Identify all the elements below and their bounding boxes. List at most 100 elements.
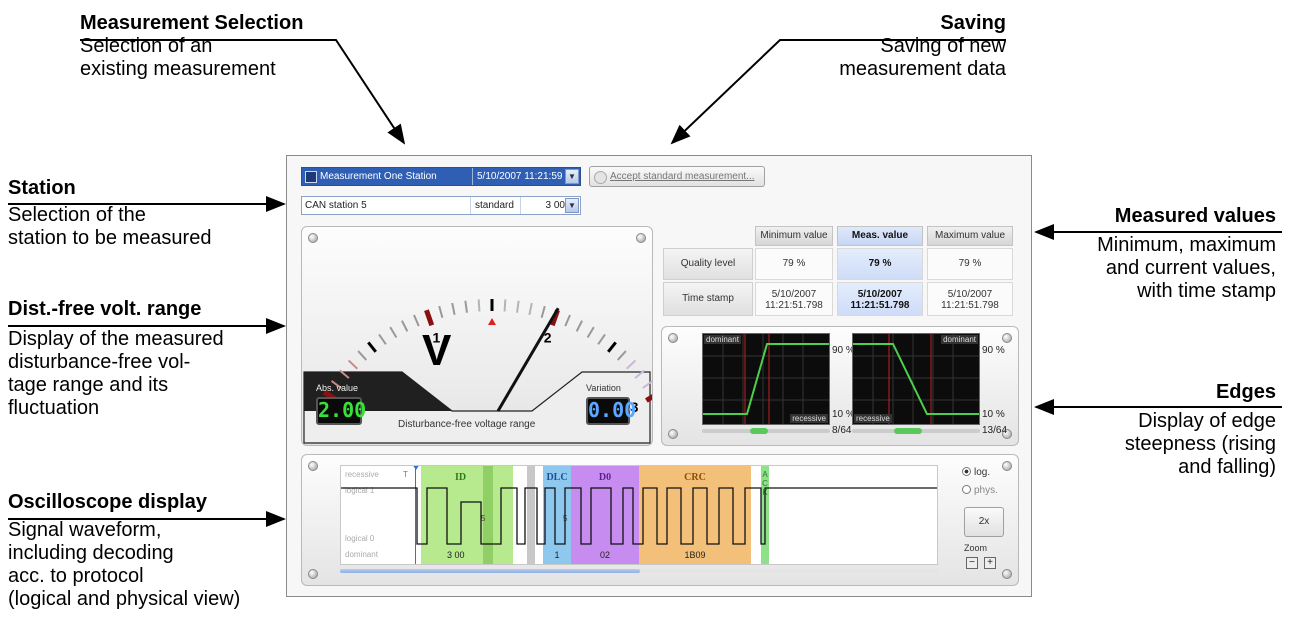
timestamp-max: 5/10/2007 11:21:51.798 — [927, 282, 1013, 316]
radio-phys[interactable]: phys. — [962, 485, 998, 496]
measurement-select[interactable]: Measurement One Station 5/10/2007 11:21:… — [301, 167, 581, 186]
row-label-quality: Quality level — [663, 248, 753, 280]
variation-display: 0.00 — [586, 397, 630, 425]
meter-tick — [426, 310, 431, 325]
callout-title: Station — [8, 176, 211, 200]
abs-value-label: Abs. value — [316, 383, 358, 393]
meter-caption: Disturbance-free voltage range — [398, 419, 535, 430]
callout-desc: Display of edge steepness (rising and fa… — [1125, 410, 1276, 479]
callout-title: Measured values — [1097, 204, 1276, 228]
meter-tick — [517, 301, 519, 313]
header-min: Minimum value — [755, 226, 833, 246]
callout-measurement-selection: Measurement Selection Selection of an ex… — [80, 11, 303, 81]
meter-tick — [565, 315, 570, 326]
measurement-date: 5/10/2007 11:21:59 — [472, 168, 562, 185]
measured-values-table: Minimum value Meas. value Maximum value … — [661, 226, 1019, 318]
station-select[interactable]: CAN station 5 standard 3 00 ▼ — [301, 196, 581, 215]
meter-tick — [542, 306, 545, 318]
callout-measured-values: Measured values Minimum, maximum and cur… — [1097, 204, 1276, 303]
callout-station: Station Selection of the station to be m… — [8, 176, 211, 250]
callout-desc: Selection of the station to be measured — [8, 204, 211, 250]
screw-icon — [308, 569, 318, 579]
row-label-timestamp: Time stamp — [663, 282, 753, 316]
checkmark-icon — [594, 171, 607, 184]
zoom-minus-button[interactable]: − — [966, 557, 978, 569]
oscilloscope-scrollbar[interactable] — [340, 569, 938, 573]
callout-oscilloscope: Oscilloscope display Signal waveform, in… — [8, 490, 240, 611]
accept-button-label: Accept standard measurement... — [610, 167, 755, 187]
rising-edge-trace — [703, 334, 829, 424]
measurement-window: Measurement One Station 5/10/2007 11:21:… — [286, 155, 1032, 597]
radio-log[interactable]: log. — [962, 467, 990, 478]
radio-log-label: log. — [974, 467, 990, 478]
meter-tick — [529, 303, 531, 315]
timestamp-min: 5/10/2007 11:21:51.798 — [755, 282, 833, 316]
oscilloscope-screen[interactable]: recessive logical 1 logical 0 dominant T… — [340, 465, 938, 565]
station-value: 3 00 — [520, 197, 565, 214]
meter-tick — [608, 342, 615, 351]
meter-tick — [358, 351, 366, 360]
meter-tick — [588, 327, 594, 337]
screw-icon — [308, 461, 318, 471]
voltmeter-panel: 0123V 2.00 Abs. value 0.00 Variation Dis… — [301, 226, 653, 446]
variation-label: Variation — [586, 383, 621, 393]
falling-slider-thumb[interactable] — [894, 428, 922, 434]
zoom-label: Zoom — [964, 543, 987, 553]
radio-unselected-icon — [962, 485, 971, 494]
callout-title: Saving — [839, 11, 1006, 35]
radio-phys-label: phys. — [974, 485, 998, 496]
rising-slider-thumb[interactable] — [750, 428, 768, 434]
meter-tick — [627, 360, 636, 368]
callout-desc: Display of the measured disturbance-free… — [8, 328, 224, 420]
callout-title: Dist.-free volt. range — [8, 297, 224, 321]
callout-dist-free: Dist.-free volt. range Display of the me… — [8, 297, 224, 420]
meter-tick — [598, 334, 605, 344]
rising-edge-scope: dominant recessive — [702, 333, 830, 425]
rising-slider-track[interactable] — [702, 429, 830, 433]
meter-tick — [618, 351, 626, 360]
radio-selected-icon — [962, 467, 971, 476]
meter-unit: V — [422, 326, 452, 375]
meter-tick — [439, 306, 442, 318]
meter-needle — [498, 308, 558, 411]
measurement-name: Measurement One Station — [320, 168, 437, 185]
quality-meas: 79 % — [837, 248, 923, 280]
header-max: Maximum value — [927, 226, 1013, 246]
screw-icon — [668, 429, 678, 439]
abs-value-display: 2.00 — [316, 397, 362, 425]
meter-tick — [414, 315, 419, 326]
station-name: CAN station 5 — [305, 197, 367, 214]
header-meas: Meas. value — [837, 226, 923, 246]
chevron-down-icon[interactable]: ▼ — [565, 198, 579, 213]
falling-edge-scope: dominant recessive — [852, 333, 980, 425]
meter-tick — [368, 342, 375, 351]
screw-icon — [668, 333, 678, 343]
callout-title: Oscilloscope display — [8, 490, 240, 514]
callout-desc: Saving of new measurement data — [839, 35, 1006, 81]
falling-bottom-label: recessive — [854, 414, 892, 423]
meter-reference-marker — [488, 318, 496, 325]
edges-panel: dominant recessive 90 % 10 % 8/64 domina… — [661, 326, 1019, 446]
falling-slider-track[interactable] — [852, 429, 980, 433]
meter-tick — [505, 299, 506, 311]
meter-tick — [452, 303, 454, 315]
meter-tick — [349, 360, 358, 368]
screw-icon — [1002, 333, 1012, 343]
oscilloscope-panel: recessive logical 1 logical 0 dominant T… — [301, 454, 1019, 586]
callout-title: Measurement Selection — [80, 11, 303, 35]
falling-top-label: dominant — [941, 335, 978, 344]
quality-min: 79 % — [755, 248, 833, 280]
rising-top-label: dominant — [704, 335, 741, 344]
zoom-factor-button[interactable]: 2x — [964, 507, 1004, 537]
screw-icon — [1002, 569, 1012, 579]
zoom-plus-button[interactable]: + — [984, 557, 996, 569]
callout-desc: Signal waveform, including decoding acc.… — [8, 519, 240, 611]
timestamp-meas: 5/10/2007 11:21:51.798 — [837, 282, 923, 316]
scrollbar-thumb[interactable] — [340, 569, 640, 573]
accept-standard-measurement-button[interactable]: Accept standard measurement... — [589, 166, 765, 187]
signal-waveform — [341, 466, 938, 565]
callout-desc: Selection of an existing measurement — [80, 35, 303, 81]
save-disk-icon — [305, 171, 317, 183]
chevron-down-icon[interactable]: ▼ — [565, 169, 579, 184]
falling-edge-trace — [853, 334, 979, 424]
